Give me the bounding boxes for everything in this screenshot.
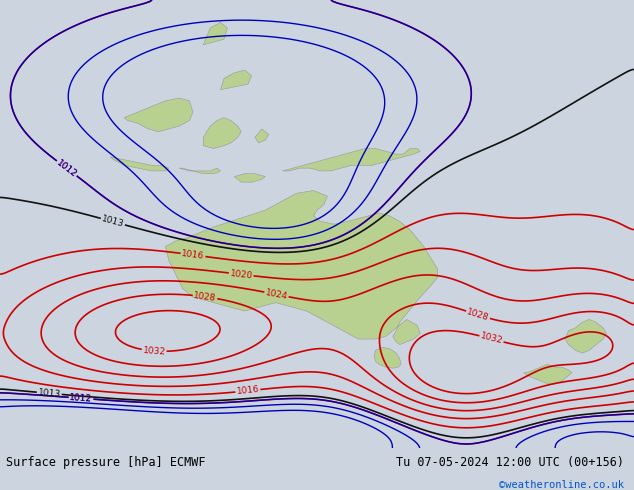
Text: 1013: 1013 [37, 388, 61, 399]
Polygon shape [204, 118, 241, 148]
Polygon shape [283, 148, 420, 171]
Polygon shape [255, 129, 269, 143]
Text: 1032: 1032 [479, 332, 503, 346]
Polygon shape [565, 319, 607, 353]
Text: Surface pressure [hPa] ECMWF: Surface pressure [hPa] ECMWF [6, 456, 206, 469]
Text: 1020: 1020 [230, 269, 253, 280]
Text: 1016: 1016 [181, 249, 205, 261]
Text: 1032: 1032 [143, 345, 166, 356]
Text: ©weatheronline.co.uk: ©weatheronline.co.uk [500, 480, 624, 490]
Text: 1016: 1016 [236, 385, 260, 396]
Text: 1012: 1012 [55, 158, 79, 179]
Polygon shape [221, 70, 252, 90]
Text: 1028: 1028 [193, 291, 217, 303]
Polygon shape [179, 168, 221, 174]
Polygon shape [124, 98, 193, 132]
Polygon shape [235, 174, 265, 182]
Text: Tu 07-05-2024 12:00 UTC (00+156): Tu 07-05-2024 12:00 UTC (00+156) [396, 456, 624, 469]
Text: 1012: 1012 [69, 393, 93, 404]
Text: 1012: 1012 [55, 158, 79, 179]
Text: 1028: 1028 [466, 307, 490, 322]
Polygon shape [374, 347, 401, 368]
Polygon shape [110, 157, 169, 171]
Text: 1024: 1024 [264, 288, 288, 301]
Polygon shape [524, 364, 572, 384]
Polygon shape [165, 191, 437, 344]
Text: 1012: 1012 [69, 393, 93, 404]
Polygon shape [204, 23, 228, 45]
Text: 1013: 1013 [101, 214, 125, 229]
